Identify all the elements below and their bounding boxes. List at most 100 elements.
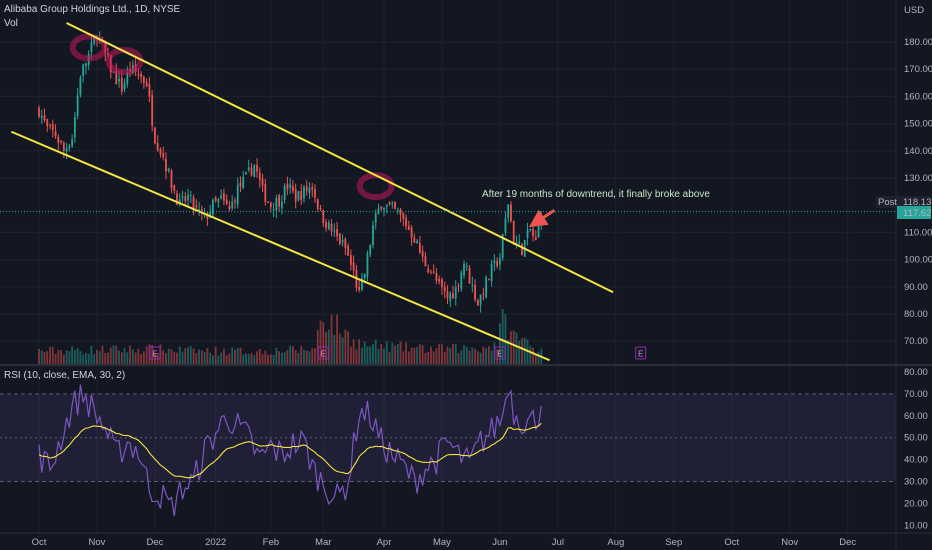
channel-lower-line xyxy=(11,130,550,362)
rsi-tick-label: 40.00 xyxy=(904,455,928,466)
volume-bar xyxy=(184,348,187,364)
volume-bar xyxy=(482,346,485,364)
candle-body xyxy=(347,245,350,256)
volume-bar xyxy=(402,351,405,364)
volume-bar xyxy=(521,338,523,364)
candle-body xyxy=(358,287,361,291)
candle-body xyxy=(228,205,231,210)
candle-body xyxy=(242,176,245,188)
rsi-line xyxy=(38,384,542,517)
volume-bar xyxy=(120,352,123,364)
candle-body xyxy=(220,195,223,199)
volume-bar xyxy=(211,355,214,364)
candle-body xyxy=(46,119,49,127)
candle-body xyxy=(90,42,93,52)
volume-bar xyxy=(399,341,402,364)
candle-body xyxy=(388,201,391,205)
candle-body xyxy=(308,187,311,193)
volume-bar xyxy=(118,350,120,364)
rsi-tick-label: 80.00 xyxy=(904,367,928,378)
candle-body xyxy=(399,209,402,215)
candle-body xyxy=(239,182,242,187)
volume-bar xyxy=(228,353,231,364)
volume-bar xyxy=(148,344,151,364)
candle-body xyxy=(311,187,314,190)
volume-bar xyxy=(76,348,79,364)
candle-body xyxy=(369,244,372,255)
volume-bar xyxy=(40,350,43,364)
candle-body xyxy=(192,197,195,209)
price-axis[interactable]: 180.00 170.00 160.00 150.00 140.00 130.00 110.… xyxy=(904,37,932,347)
volume-bar xyxy=(189,345,192,364)
candle-body xyxy=(322,210,325,223)
volume-bar xyxy=(333,334,336,364)
volume-bar xyxy=(145,346,148,364)
candle-body xyxy=(529,228,532,230)
candle-body xyxy=(68,146,71,149)
candle-body xyxy=(501,233,504,258)
time-axis[interactable]: Oct Nov Dec 2022 Feb Mar Apr May Jun Jul Aug Sep Oct… xyxy=(32,537,857,548)
candle-body xyxy=(159,149,162,154)
volume-bar xyxy=(361,347,363,364)
candle-body xyxy=(476,300,479,306)
earnings-marker-label: E xyxy=(321,350,326,359)
volume-bar xyxy=(319,320,322,364)
candle-body xyxy=(300,190,303,200)
candle-body xyxy=(336,229,338,237)
overlays xyxy=(0,22,896,362)
time-tick-label: Jun xyxy=(492,537,507,548)
candle-body xyxy=(223,193,225,201)
price-tick-label: 150.00 xyxy=(904,119,932,130)
candle-body xyxy=(468,268,471,284)
time-tick-label: Nov xyxy=(89,537,106,548)
volume-bar xyxy=(269,354,272,364)
volume-bar xyxy=(388,352,391,364)
candle-body xyxy=(60,140,62,143)
candle-body xyxy=(366,253,369,277)
candle-body xyxy=(374,213,377,223)
volume-bar xyxy=(424,353,427,364)
candle-body xyxy=(435,273,438,281)
candle-body xyxy=(165,158,167,172)
candle-body xyxy=(303,186,305,199)
candle-body xyxy=(162,152,165,158)
volume-bar xyxy=(98,351,101,364)
volume-bar xyxy=(377,348,380,364)
volume-bar xyxy=(499,323,501,364)
highlight-ring xyxy=(105,47,144,76)
volume-bar xyxy=(372,344,374,364)
rsi-tick-label: 70.00 xyxy=(904,389,928,400)
volume-bar xyxy=(496,349,499,364)
channel-upper-line xyxy=(66,22,614,294)
candle-body xyxy=(278,195,281,207)
candle-body xyxy=(71,139,74,147)
price-tick-label: 170.00 xyxy=(904,64,932,75)
candle-body xyxy=(123,83,126,90)
volume-bar xyxy=(85,352,87,364)
candle-body xyxy=(118,78,120,82)
price-tick-label: 110.00 xyxy=(904,227,932,238)
earnings-marker-label: E xyxy=(638,350,643,359)
candle-body xyxy=(534,237,537,241)
candle-body xyxy=(258,172,261,180)
volume-bar xyxy=(314,348,316,364)
candle-body xyxy=(62,142,65,151)
candle-body xyxy=(93,37,96,44)
candle-body xyxy=(176,193,178,205)
rsi-axis[interactable]: 80.00 70.00 60.00 50.00 40.00 30.00 20.00 10.00 xyxy=(904,367,928,531)
volume-bar xyxy=(300,346,303,364)
candle-body xyxy=(430,271,432,273)
volume-bar xyxy=(137,348,140,364)
time-tick-label: Oct xyxy=(724,537,739,548)
volume-bar xyxy=(43,351,46,364)
post-price: 118.13 xyxy=(903,197,931,208)
candle-body xyxy=(490,264,493,282)
rsi-moving-average xyxy=(38,422,542,479)
volume-bar xyxy=(275,347,278,364)
candle-body xyxy=(416,240,419,244)
volume-bar xyxy=(305,350,308,364)
candle-body xyxy=(264,184,267,203)
volume-bar xyxy=(51,346,54,364)
volume-bar xyxy=(261,354,264,364)
